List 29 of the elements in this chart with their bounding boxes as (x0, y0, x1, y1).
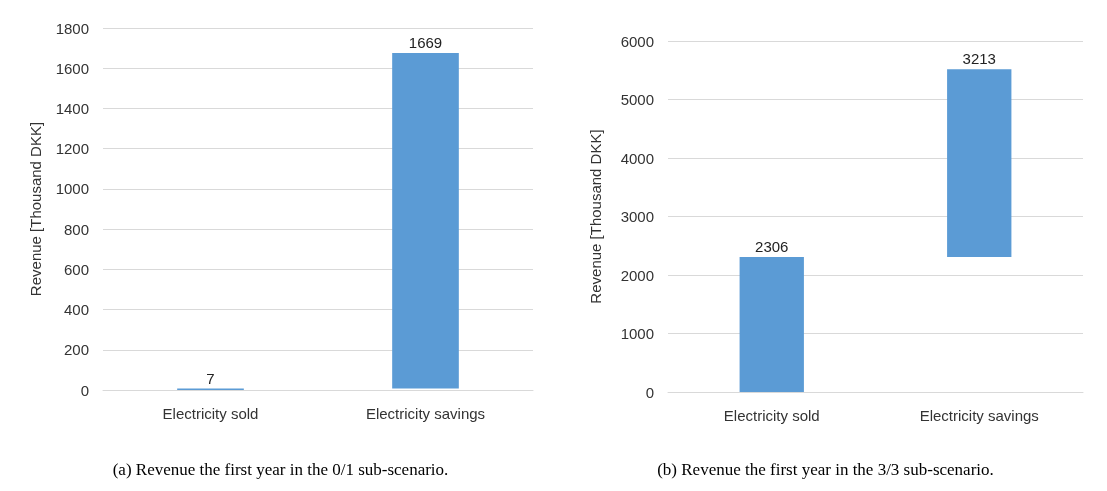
y-axis-title: Revenue [Thousand DKK] (587, 129, 604, 304)
y-tick-label: 5000 (620, 91, 654, 108)
y-tick-label: 800 (63, 220, 89, 238)
y-tick-label: 6000 (620, 32, 654, 50)
data-label: 1669 (408, 33, 443, 51)
data-label: 7 (206, 369, 215, 387)
y-tick-label: 1400 (55, 99, 89, 117)
y-tick-label: 4000 (620, 149, 654, 167)
y-tick-label: 1000 (55, 180, 89, 198)
data-label: 3213 (962, 50, 996, 68)
y-tick-label: 0 (645, 383, 654, 401)
x-tick-label: Electricity savings (919, 407, 1039, 424)
text: (b) Revenue the first year in the 3/3 sub-scenario. (657, 460, 994, 479)
y-tick-label: 0 (80, 381, 89, 399)
data-label: 2306 (755, 238, 789, 256)
y-tick-label: 200 (63, 341, 89, 359)
y-tick-label: 1600 (55, 59, 89, 77)
y-tick-label: 1800 (55, 19, 89, 37)
y-tick-label: 600 (63, 260, 89, 278)
x-tick-label: Electricity savings (365, 405, 486, 422)
y-tick-label: 1000 (620, 325, 654, 342)
x-tick-label: Electricity sold (162, 405, 259, 422)
y-tick-label: 3000 (620, 208, 654, 225)
y-tick-label: 2000 (620, 266, 654, 284)
text: (a) Revenue the first year in the 0/1 sub-scenario. (112, 460, 449, 479)
y-tick-label: 400 (63, 301, 89, 319)
x-tick-label: Electricity sold (723, 407, 820, 424)
y-tick-label: 1200 (55, 140, 89, 158)
y-axis-title: Revenue [Thousand DKK] (27, 121, 44, 297)
